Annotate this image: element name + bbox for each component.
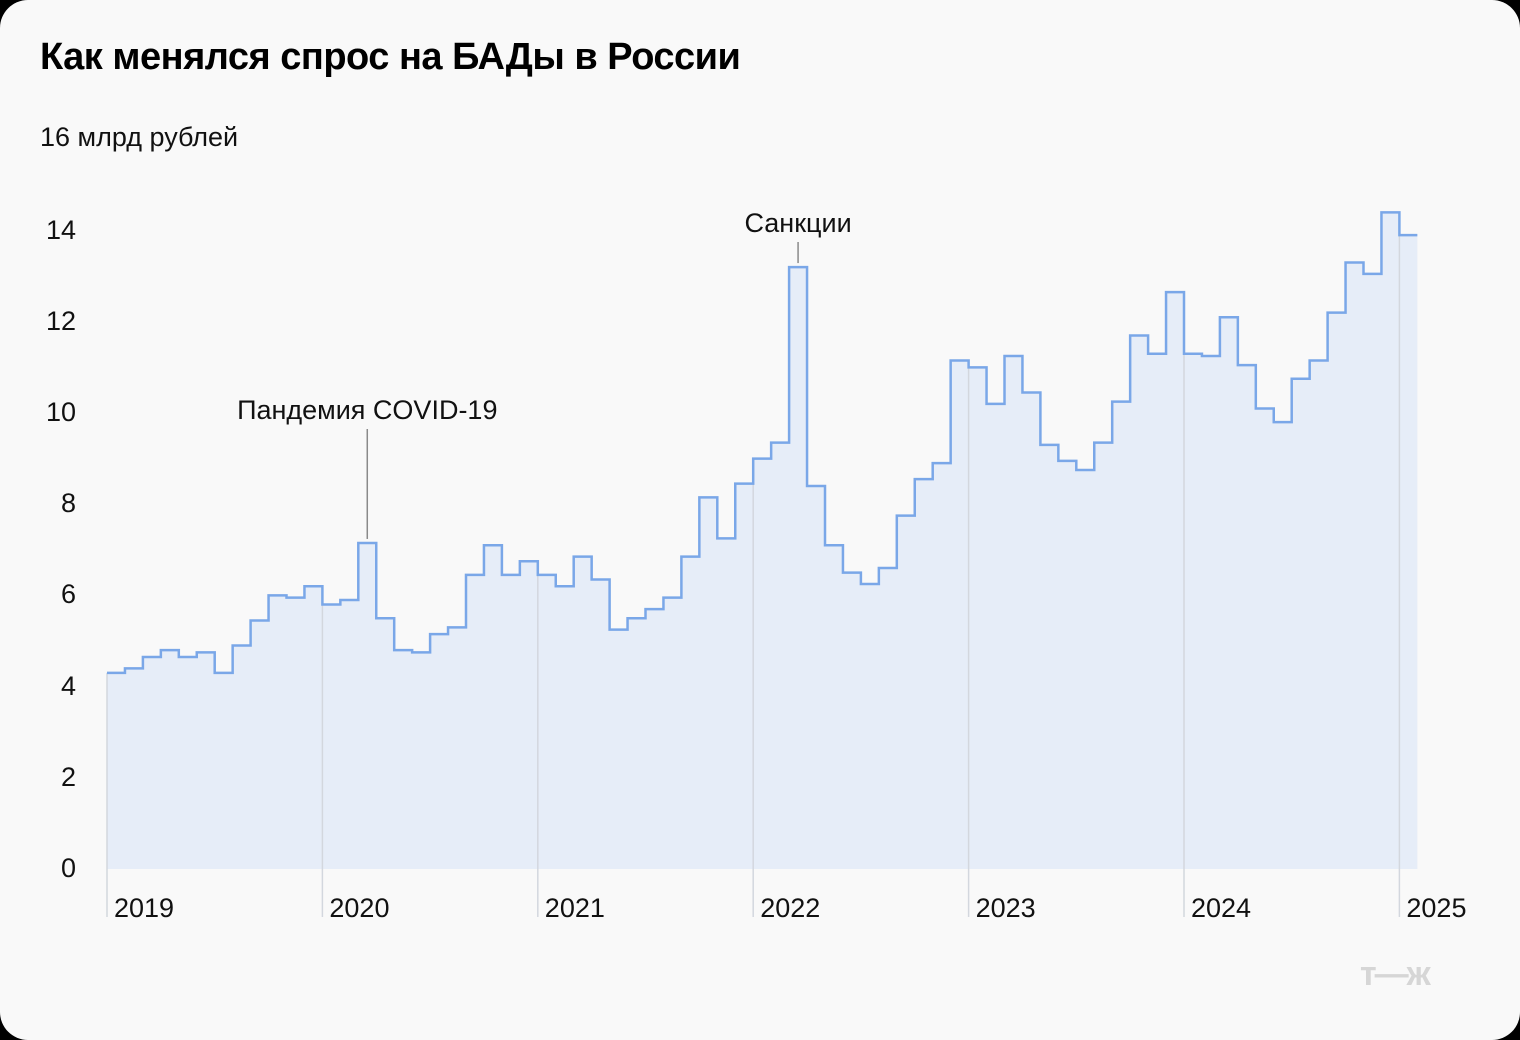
y-tick-label: 2: [60, 761, 76, 792]
x-tick-label: 2023: [975, 893, 1036, 923]
x-tick-label: 2022: [760, 893, 821, 923]
y-tick-label: 14: [45, 214, 76, 245]
unit-label: 16 млрд рублей: [40, 122, 239, 152]
step-line: [107, 211, 1418, 675]
tzh-logo: т—ж: [1360, 955, 1431, 993]
x-tick-label: 2019: [114, 893, 175, 923]
y-tick-label: 0: [60, 853, 76, 883]
annotation-label: Пандемия COVID-19: [237, 395, 498, 425]
y-tick-label: 12: [45, 305, 76, 336]
y-tick-label: 6: [60, 579, 76, 610]
annotation-label: Санкции: [744, 208, 852, 238]
x-tick-label: 2024: [1191, 893, 1252, 923]
x-tick-label: 2021: [544, 893, 605, 923]
x-tick-label: 2025: [1406, 893, 1467, 923]
chart-title: Как менялся спрос на БАДы в России: [40, 36, 741, 78]
area-fill: [107, 212, 1418, 870]
y-tick-label: 4: [60, 670, 76, 701]
y-tick-label: 10: [45, 397, 76, 427]
x-tick-label: 2020: [329, 893, 390, 923]
y-tick-label: 8: [60, 488, 76, 519]
